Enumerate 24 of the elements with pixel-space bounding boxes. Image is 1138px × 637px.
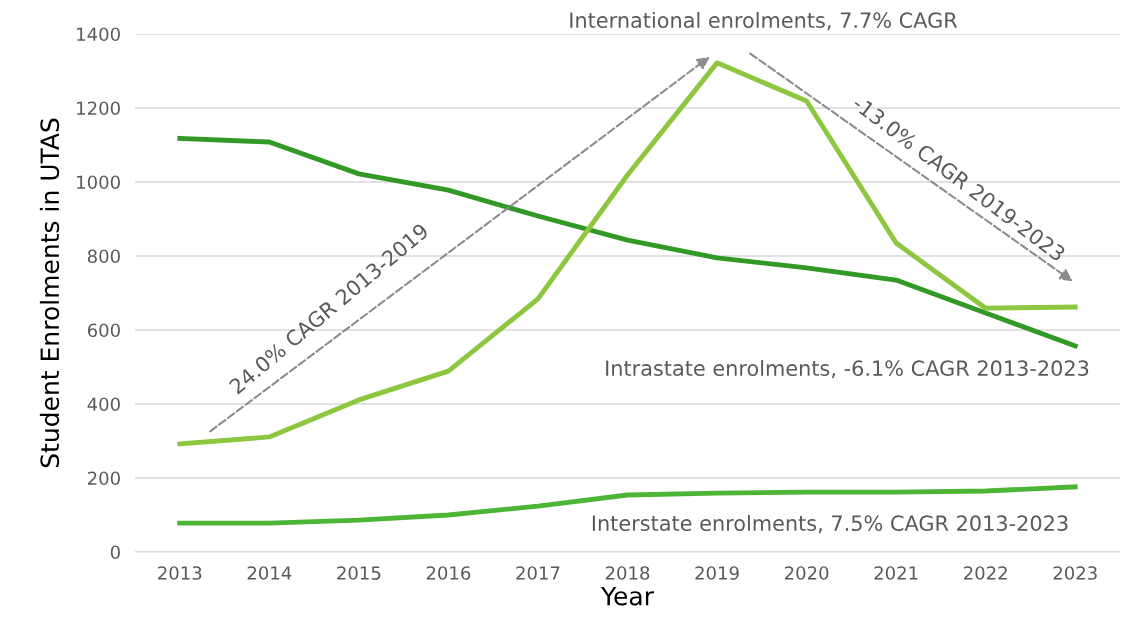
- y-tick-label: 1000: [77, 175, 120, 190]
- x-tick-label: 2022: [964, 566, 1007, 580]
- annotation: Interstate enrolments, 7.5% CAGR 2013-2023: [592, 514, 1068, 534]
- x-tick-label: 2020: [784, 566, 829, 580]
- x-tick-label: 2013: [158, 566, 202, 580]
- y-tick-label: 200: [87, 471, 120, 486]
- x-tick-label: 2018: [605, 566, 650, 580]
- y-tick-label: 0: [110, 545, 120, 560]
- x-tick-label: 2015: [337, 566, 381, 580]
- y-tick-label: 1400: [77, 27, 120, 42]
- x-tick-label: 2021: [874, 566, 918, 580]
- y-tick-label: 800: [87, 249, 120, 264]
- x-tick-label: 2019: [695, 566, 739, 580]
- y-tick-label: 1200: [77, 101, 120, 116]
- y-tick-label: 600: [87, 323, 120, 338]
- annotation: Intrastate enrolments, -6.1% CAGR 2013-2023: [606, 359, 1089, 379]
- x-tick-label: 2023: [1053, 566, 1097, 580]
- x-tick-label: 2016: [426, 566, 471, 580]
- text: International enrolments, 7.7% CAGR: [570, 11, 958, 31]
- x-tick-label: 2017: [516, 566, 560, 580]
- x-axis-title: Year: [600, 586, 654, 606]
- x-tick-label: 2014: [247, 566, 292, 580]
- y-tick-label: 400: [87, 397, 120, 412]
- y-axis-title: Student Enrolments in UTAS: [39, 118, 60, 468]
